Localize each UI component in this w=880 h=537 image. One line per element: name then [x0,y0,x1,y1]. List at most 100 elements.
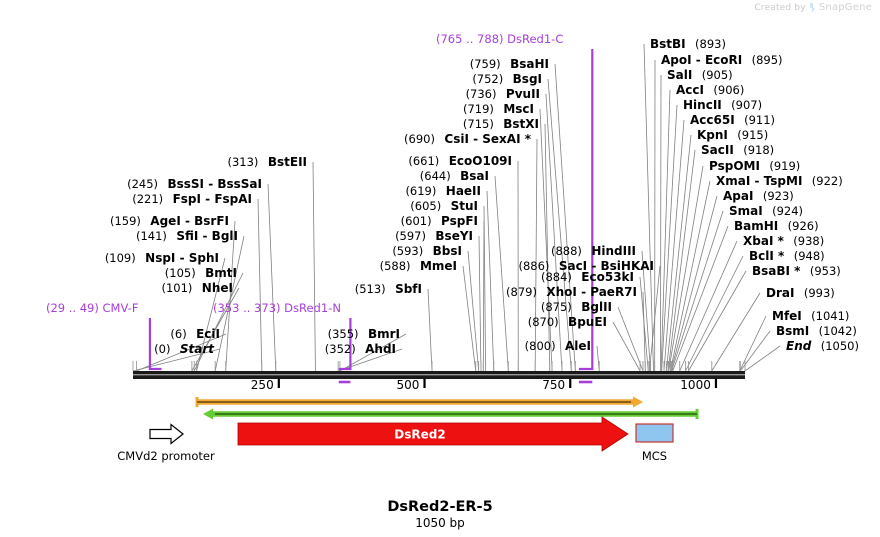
site-leader-line [711,292,761,372]
restriction-site-label[interactable]: (715) BstXI [463,117,539,131]
restriction-site-label[interactable]: (870) BpuEI [528,315,607,329]
restriction-site-label[interactable]: ApaI (923) [723,189,794,203]
feature-dsred2-arrow[interactable] [237,416,629,452]
feature-cmvd2-promoter-arrow[interactable] [149,423,184,445]
restriction-site-label[interactable]: (879) XhoI - PaeR7I [506,285,637,299]
restriction-site-label[interactable]: HincII (907) [683,98,762,112]
restriction-site-label[interactable]: (245) BssSI - BssSaI [127,177,262,191]
restriction-site-label[interactable]: (884) Eco53kI [541,270,634,284]
restriction-site-label[interactable]: (644) BsaI [420,169,489,183]
site-tick-group [132,361,746,371]
restriction-site-label[interactable]: End (1050) [786,339,859,353]
svg-text:Acc65I (911): Acc65I (911) [690,113,775,127]
restriction-site-label[interactable]: (6) EciI [170,327,220,341]
primer-label-cmv-f: (29 .. 49) CMV-F [46,301,138,315]
site-leader-line [660,74,662,372]
primer-marker-dsred1-c[interactable] [578,49,594,384]
restriction-site-label[interactable]: (221) FspI - FspAI [132,192,252,206]
restriction-site-label[interactable]: (875) BglII [541,300,612,314]
site-leader-line [672,225,729,372]
primer-marker-cmv-f[interactable] [148,318,162,371]
restriction-site-label[interactable]: (588) MmeI [380,259,457,273]
restriction-site-label[interactable]: (159) AgeI - BsrFI [110,214,229,228]
restriction-site-label[interactable]: KpnI (915) [697,128,768,142]
svg-text:BclI * (948): BclI * (948) [749,249,825,263]
restriction-site-label[interactable]: BstBI (893) [650,37,726,51]
restriction-site-label[interactable]: (141) SfiI - BglI [136,229,238,243]
restriction-site-label[interactable]: (101) NheI [161,281,233,295]
site-leader-line [257,198,263,372]
restriction-site-label[interactable]: (752) BsgI [472,72,542,86]
page-title: DsRed2-ER-5 [387,499,492,515]
svg-text:SmaI (924): SmaI (924) [729,204,803,218]
restriction-site-label[interactable]: ApoI - EcoRI (895) [661,53,783,67]
restriction-site-label[interactable]: DraI (993) [766,286,835,300]
restriction-site-label[interactable]: BamHI (926) [734,219,819,233]
svg-text:BstBI (893): BstBI (893) [650,37,726,51]
restriction-site-label[interactable]: Acc65I (911) [690,113,775,127]
restriction-site-label[interactable]: (719) MscI [463,102,534,116]
restriction-site-label[interactable]: (0) Start [154,342,215,356]
restriction-site-label[interactable]: (759) BsaHI [470,57,549,71]
svg-text:(313) BstEII: (313) BstEII [228,155,308,169]
restriction-site-label[interactable]: BsaBI * (953) [752,264,841,278]
restriction-site-label[interactable]: SalI (905) [667,68,733,82]
restriction-site-label[interactable]: (601) PspFI [401,214,478,228]
svg-text:HincII (907): HincII (907) [683,98,762,112]
svg-text:(752) BsgI: (752) BsgI [472,72,542,86]
restriction-site-label[interactable]: BsmI (1042) [776,324,857,338]
restriction-site-label[interactable]: (619) HaeII [405,184,481,198]
svg-text:(619) HaeII: (619) HaeII [405,184,481,198]
ruler-tick-label: 1000 [680,378,711,392]
site-leader-line [685,255,744,372]
site-leader-line [670,195,718,372]
restriction-site-label[interactable]: (513) SbfI [355,282,422,296]
restriction-site-label[interactable]: (313) BstEII [228,155,308,169]
site-leader-line [668,165,704,372]
svg-text:XbaI * (938): XbaI * (938) [743,234,824,248]
site-leader-line [214,235,245,372]
site-leader-line [193,272,244,372]
restriction-site-label[interactable]: XmaI - TspMI (922) [716,174,843,188]
restriction-site-label[interactable]: (605) StuI [410,199,478,213]
restriction-site-label[interactable]: (593) BbsI [392,244,462,258]
svg-text:(109) NspI - SphI: (109) NspI - SphI [105,251,219,265]
svg-text:(690) CsiI - SexAI *: (690) CsiI - SexAI * [404,132,532,146]
restriction-site-label[interactable]: (661) EcoO109I [408,154,512,168]
svg-text:(875) BglII: (875) BglII [541,300,612,314]
restriction-site-label[interactable]: SacII (918) [701,143,774,157]
restriction-site-label[interactable]: (355) BmrI [328,327,400,341]
restriction-site-label[interactable]: SmaI (924) [729,204,803,218]
feature-mcs-box[interactable] [635,423,674,443]
restriction-site-label[interactable]: (352) AhdI [325,342,396,356]
ruler-tick-label: 250 [251,378,274,392]
restriction-site-label[interactable]: AccI (906) [676,83,744,97]
snapgene-watermark: Created by SnapGene [754,2,872,13]
restriction-site-label[interactable]: (736) PvuII [466,87,540,101]
restriction-site-label[interactable]: BclI * (948) [749,249,825,263]
svg-text:(661) EcoO109I: (661) EcoO109I [408,154,512,168]
restriction-site-label[interactable]: (105) BmtI [165,266,237,280]
restriction-site-label[interactable]: (886) SacI - BsiHKAI [518,259,654,273]
restriction-site-label[interactable]: (597) BseYI [395,229,473,243]
restriction-site-label[interactable]: MfeI (1041) [772,309,849,323]
svg-text:ApaI (923): ApaI (923) [723,189,794,203]
restriction-site-label[interactable]: (109) NspI - SphI [105,251,219,265]
svg-text:(513) SbfI: (513) SbfI [355,282,422,296]
restriction-site-label[interactable]: XbaI * (938) [743,234,824,248]
site-leader-line [486,190,495,372]
site-leader-line [612,321,641,372]
restriction-site-label[interactable]: PspOMI (919) [709,159,800,173]
primer-marker-dsred1-n[interactable] [338,318,352,384]
restriction-site-label[interactable]: (690) CsiI - SexAI * [404,132,532,146]
restriction-site-label[interactable]: (800) AleI [525,339,591,353]
primer-label-dsred1-n: (353 .. 373) DsRed1-N [213,301,341,315]
svg-text:(800) AleI: (800) AleI [525,339,591,353]
site-leader-line [478,235,482,372]
ruler-tick [277,379,280,388]
svg-text:BsmI (1042): BsmI (1042) [776,324,857,338]
svg-text:PspOMI (919): PspOMI (919) [709,159,800,173]
restriction-site-label[interactable]: (888) HindIII [551,244,636,258]
site-leader-line [462,265,477,372]
